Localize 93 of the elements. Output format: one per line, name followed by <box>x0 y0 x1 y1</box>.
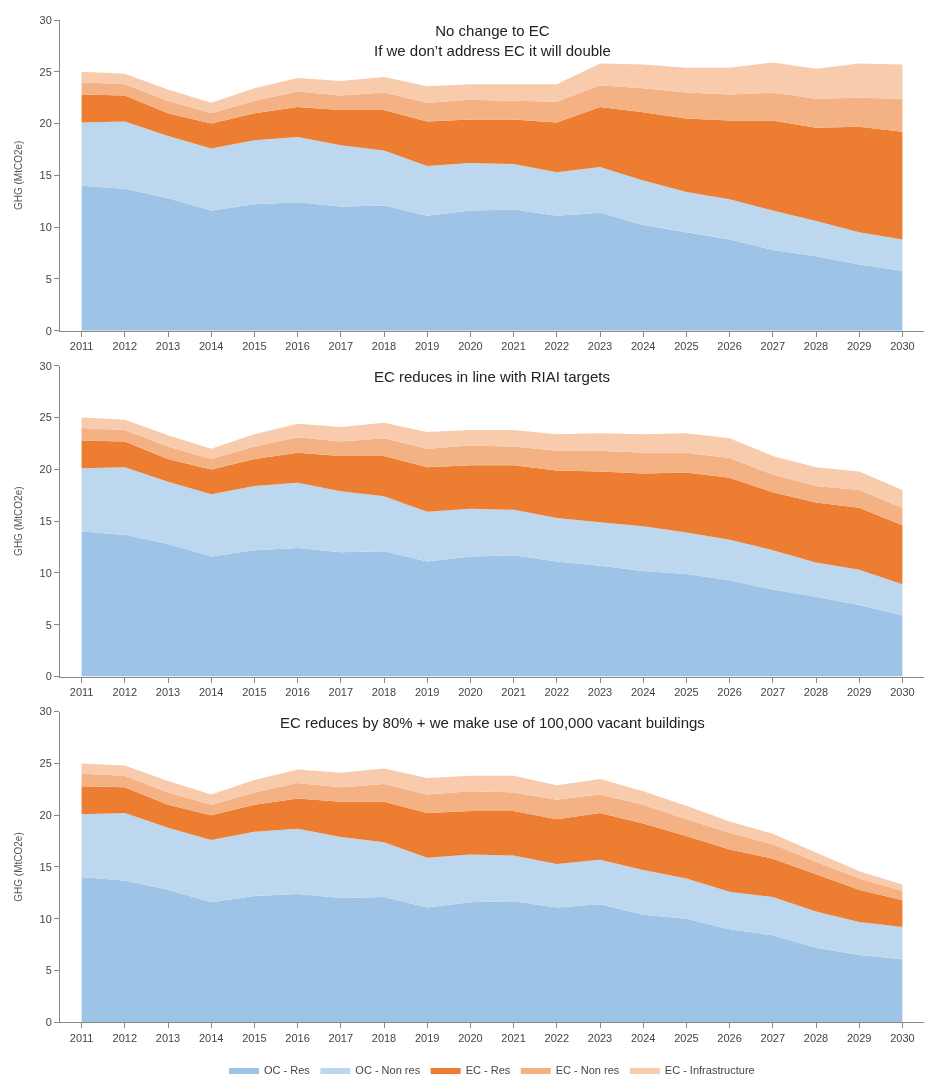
x-tick-label: 2026 <box>717 685 742 698</box>
y-tick-label: 10 <box>39 912 52 925</box>
y-axis-title: GHG (MtCO2e) <box>12 832 24 902</box>
x-tick-label: 2012 <box>112 685 138 698</box>
x-tick-label: 2027 <box>760 1031 786 1044</box>
x-tick-label: 2025 <box>674 339 699 352</box>
y-tick-label: 0 <box>45 1016 52 1029</box>
chart-title: EC reduces by 80% + we make use of 100,000 vacant buildings <box>280 714 705 731</box>
x-tick-label: 2019 <box>414 1031 440 1044</box>
x-tick-label: 2014 <box>198 685 224 698</box>
y-tick-label: 5 <box>45 618 52 631</box>
y-tick-label: 30 <box>39 13 52 26</box>
x-tick-label: 2024 <box>630 685 656 698</box>
x-tick-label: 2030 <box>890 339 915 352</box>
y-tick-label: 20 <box>39 117 52 130</box>
x-tick-label: 2028 <box>803 1031 829 1044</box>
x-tick-label: 2024 <box>630 1031 656 1044</box>
text: If we don’t address EC it will double <box>374 41 611 59</box>
x-tick-label: 2029 <box>846 685 872 698</box>
x-tick-label: 2013 <box>155 685 181 698</box>
x-tick-label: 2022 <box>544 1031 570 1044</box>
legend-label: OC - Res <box>264 1064 311 1077</box>
legend-label: OC - Non res <box>355 1064 421 1077</box>
x-tick-label: 2017 <box>328 685 354 698</box>
y-axis-title: GHG (MtCO2e) <box>12 486 24 556</box>
x-tick-label: 2016 <box>285 339 310 352</box>
x-tick-label: 2029 <box>846 1031 872 1044</box>
x-tick-label: 2030 <box>890 1031 915 1044</box>
x-tick-label: 2028 <box>803 339 829 352</box>
x-tick-label: 2021 <box>501 685 526 698</box>
x-tick-label: 2018 <box>371 685 397 698</box>
legend-label: EC - Infrastructure <box>664 1064 755 1077</box>
x-tick-label: 2013 <box>155 339 181 352</box>
legend-label: EC - Non res <box>555 1064 620 1077</box>
x-tick-label: 2021 <box>501 339 526 352</box>
x-tick-label: 2023 <box>587 339 613 352</box>
y-tick-label: 25 <box>39 411 52 424</box>
x-tick-label: 2027 <box>760 339 786 352</box>
y-tick-label: 15 <box>39 515 52 528</box>
x-tick-label: 2015 <box>242 1031 267 1044</box>
x-tick-label: 2016 <box>285 1031 310 1044</box>
y-tick-label: 20 <box>39 463 52 476</box>
x-tick-label: 2017 <box>328 339 354 352</box>
y-tick-label: 0 <box>45 324 52 337</box>
x-tick-label: 2020 <box>458 339 483 352</box>
x-tick-label: 2029 <box>846 339 872 352</box>
x-tick-label: 2030 <box>890 685 915 698</box>
x-tick-label: 2015 <box>242 339 267 352</box>
y-tick-label: 0 <box>45 670 52 683</box>
x-tick-label: 2011 <box>69 685 94 698</box>
y-tick-label: 25 <box>39 757 52 770</box>
y-axis-title: GHG (MtCO2e) <box>12 140 24 211</box>
x-tick-label: 2012 <box>112 339 138 352</box>
x-tick-label: 2011 <box>69 1031 94 1044</box>
x-tick-label: 2021 <box>501 1031 526 1044</box>
x-tick-label: 2025 <box>674 1031 699 1044</box>
y-tick-label: 5 <box>45 272 52 285</box>
x-tick-label: 2015 <box>242 685 267 698</box>
y-tick-label: 10 <box>39 221 52 233</box>
x-tick-label: 2014 <box>198 339 224 352</box>
chart-title: EC reduces in line with RIAI targets <box>374 368 610 385</box>
x-tick-label: 2019 <box>414 339 440 352</box>
y-tick-label: 15 <box>39 860 52 873</box>
x-tick-label: 2023 <box>587 685 613 698</box>
x-tick-label: 2011 <box>69 339 94 352</box>
x-tick-label: 2023 <box>587 1031 613 1044</box>
x-tick-label: 2028 <box>803 685 829 698</box>
x-tick-label: 2026 <box>717 339 742 352</box>
y-tick-label: 20 <box>39 809 52 822</box>
x-tick-label: 2026 <box>717 1031 742 1044</box>
x-tick-label: 2027 <box>760 685 786 698</box>
y-tick-label: 30 <box>39 359 52 372</box>
y-tick-label: 5 <box>45 964 52 977</box>
x-tick-label: 2016 <box>285 685 310 698</box>
x-tick-label: 2017 <box>328 1031 354 1044</box>
x-tick-label: 2022 <box>544 339 570 352</box>
y-tick-label: 30 <box>39 705 52 718</box>
x-tick-label: 2020 <box>458 1031 483 1044</box>
x-tick-label: 2012 <box>112 1031 138 1044</box>
x-tick-label: 2019 <box>414 685 440 698</box>
x-tick-label: 2018 <box>371 1031 397 1044</box>
x-tick-label: 2014 <box>198 1031 224 1044</box>
x-tick-label: 2025 <box>674 685 699 698</box>
y-tick-label: 10 <box>39 566 52 579</box>
legend-label: EC - Res <box>465 1064 511 1077</box>
chart-title: No change to EC <box>435 22 550 39</box>
y-tick-label: 25 <box>39 65 52 78</box>
x-tick-label: 2024 <box>630 339 656 352</box>
x-tick-label: 2020 <box>458 685 483 698</box>
x-tick-label: 2018 <box>371 339 397 352</box>
x-tick-label: 2013 <box>155 1031 181 1044</box>
x-tick-label: 2022 <box>544 685 570 698</box>
y-tick-label: 15 <box>39 169 52 182</box>
